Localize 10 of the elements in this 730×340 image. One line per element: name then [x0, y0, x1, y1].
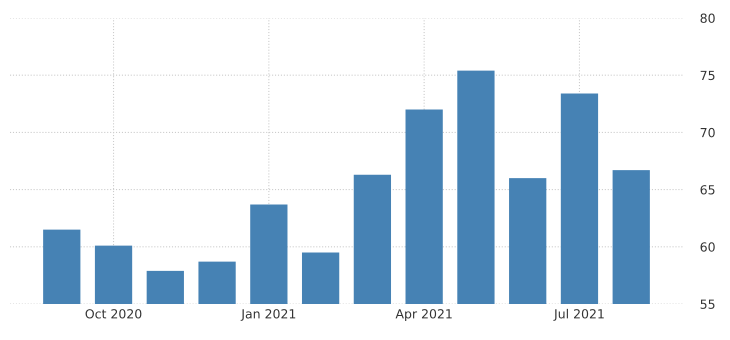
y-tick-label: 60 — [700, 242, 715, 252]
x-tick-label: Jan 2021 — [240, 309, 296, 321]
x-tick-label: Apr 2021 — [396, 309, 452, 321]
x-tick-label: Jul 2021 — [553, 308, 604, 321]
y-tick-label: 75 — [700, 70, 714, 80]
y-tick-label: 55 — [700, 300, 714, 309]
x-tick-label: Oct 2020 — [86, 309, 142, 319]
y-tick-label: 70 — [700, 128, 715, 138]
y-tick-label: 80 — [700, 13, 715, 23]
y-tick-label: 65 — [700, 185, 714, 195]
